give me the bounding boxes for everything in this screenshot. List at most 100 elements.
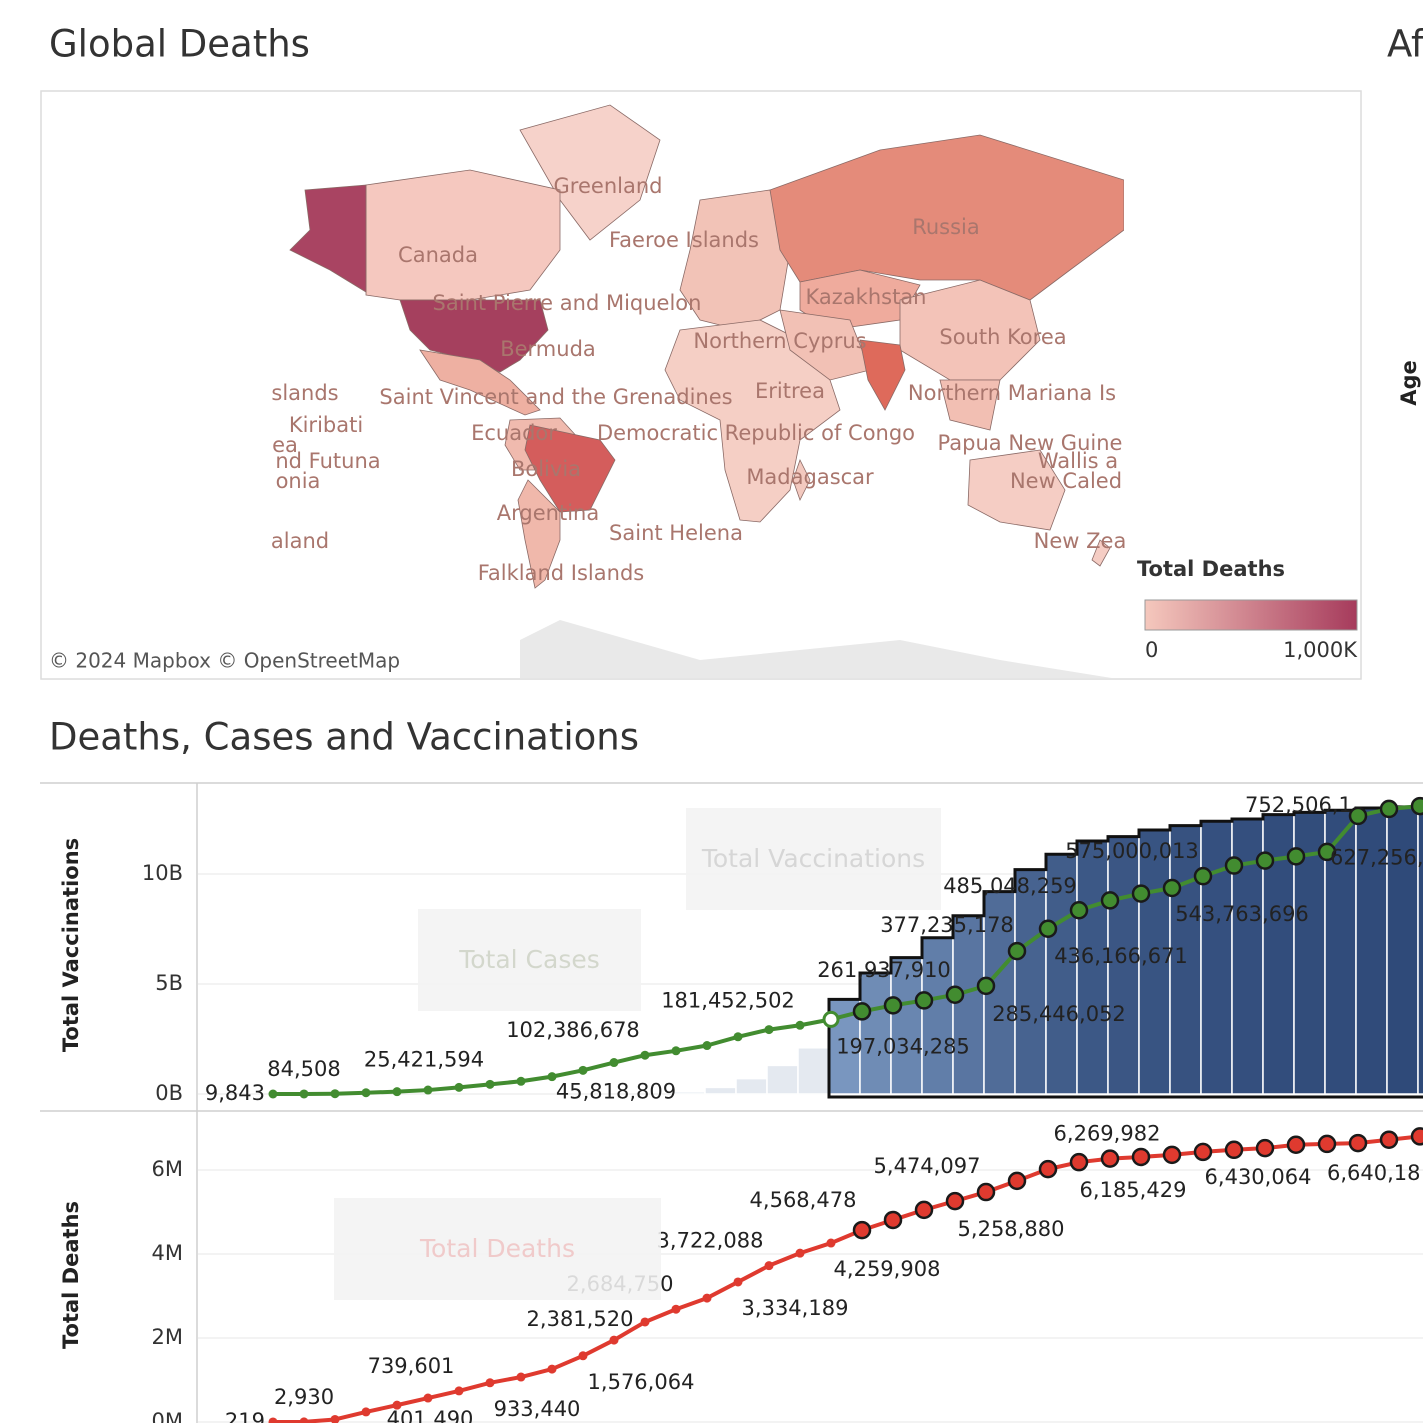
map-title: Global Deaths xyxy=(49,23,310,66)
point xyxy=(1162,1145,1182,1165)
point xyxy=(883,996,903,1015)
y-tick-label: 4M xyxy=(152,1241,183,1265)
bar xyxy=(952,915,985,1095)
country-label: Saint Pierre and Miquelon xyxy=(433,291,702,315)
value-label: 4,259,908 xyxy=(834,1257,941,1281)
point xyxy=(361,1407,371,1417)
value-label: 752,506,1 xyxy=(1245,793,1352,817)
east-asia xyxy=(899,279,1041,381)
point xyxy=(578,1351,588,1361)
point xyxy=(976,1182,996,1202)
point xyxy=(1131,1147,1151,1167)
bar xyxy=(797,1047,830,1095)
bar xyxy=(1014,868,1047,1095)
value-label: 219 xyxy=(225,1409,265,1423)
bar xyxy=(704,1086,737,1095)
legend-min: 0 xyxy=(1145,638,1158,662)
madagascar xyxy=(792,458,811,502)
country-label: Northern Mariana Is xyxy=(908,381,1116,405)
value-label: 2,381,520 xyxy=(527,1307,634,1331)
point xyxy=(1255,1138,1275,1158)
legend-entry[interactable]: Total Vaccinations xyxy=(686,808,941,910)
value-label: 5,474,097 xyxy=(874,1154,981,1178)
point xyxy=(702,1041,712,1051)
value-label: 197,034,285 xyxy=(836,1034,970,1058)
point xyxy=(1193,866,1213,886)
country-label: Northern Cyprus xyxy=(693,329,866,353)
value-label: 9,843 xyxy=(205,1081,265,1105)
legend-entry[interactable]: Total Cases xyxy=(418,909,641,1011)
point xyxy=(330,1089,340,1099)
country-label: Ecuador xyxy=(471,421,557,445)
point xyxy=(516,1372,526,1382)
point xyxy=(423,1393,433,1403)
mexico xyxy=(419,349,541,416)
value-label: 102,386,678 xyxy=(506,1018,640,1042)
point xyxy=(852,1002,872,1021)
country-label: Madagascar xyxy=(746,465,874,489)
point xyxy=(299,1089,309,1099)
point xyxy=(1286,1135,1306,1155)
point xyxy=(671,1046,681,1056)
country-label: nd Futuna xyxy=(275,449,380,473)
bar xyxy=(921,937,954,1095)
value-label: 575,000,013 xyxy=(1065,839,1199,863)
map xyxy=(289,104,1124,678)
country-label: slands xyxy=(271,381,338,405)
bar xyxy=(859,972,892,1095)
point xyxy=(640,1317,650,1327)
y-axis-title: Total Deaths xyxy=(59,1201,83,1349)
point xyxy=(945,985,965,1005)
point xyxy=(702,1293,712,1303)
value-label: 739,601 xyxy=(368,1354,455,1378)
point xyxy=(578,1065,588,1075)
point xyxy=(976,976,996,996)
point xyxy=(945,1191,965,1211)
value-label: 25,421,594 xyxy=(364,1047,484,1071)
point xyxy=(1317,842,1337,862)
point xyxy=(392,1087,402,1097)
southeast-asia xyxy=(939,379,1001,431)
point xyxy=(1100,891,1120,910)
point xyxy=(454,1082,464,1092)
bar xyxy=(1355,807,1388,1095)
india xyxy=(859,339,906,411)
point xyxy=(609,1335,619,1345)
y-tick-label: 0B xyxy=(155,1081,183,1105)
point xyxy=(914,991,934,1010)
point xyxy=(547,1072,557,1082)
point xyxy=(454,1386,464,1396)
country-label: Saint Vincent and the Grenadines xyxy=(379,385,732,409)
point xyxy=(1410,1127,1423,1146)
value-label: 6,430,064 xyxy=(1205,1165,1312,1189)
y-tick-label: 0M xyxy=(152,1409,183,1423)
y-tick-label: 6M xyxy=(152,1157,183,1181)
country-label: Wallis a xyxy=(1038,449,1118,473)
legend-box: Total Cases xyxy=(418,909,641,1011)
country-labels: Greenland Faeroe Islands Canada Russia Saint… xyxy=(271,174,1126,585)
value-label: 261,937,910 xyxy=(817,958,951,982)
country-label: Argentina xyxy=(497,501,599,525)
point xyxy=(485,1378,495,1388)
point xyxy=(1255,851,1275,870)
value-label: 6,185,429 xyxy=(1080,1178,1187,1202)
bar xyxy=(1417,805,1423,1095)
point xyxy=(1410,796,1423,816)
point xyxy=(914,1200,934,1220)
y-tick-label: 5B xyxy=(155,971,183,995)
point xyxy=(883,1210,903,1230)
value-label: 181,452,502 xyxy=(661,988,795,1012)
legend-entry[interactable]: Total Deaths xyxy=(334,1198,661,1300)
country-label: Falkland Islands xyxy=(478,561,644,585)
point xyxy=(1100,1149,1120,1168)
legend-box: Total Deaths xyxy=(334,1198,661,1300)
legend-max: 1,000K xyxy=(1283,638,1358,662)
point xyxy=(1131,884,1151,903)
value-label: 45,818,809 xyxy=(556,1080,676,1104)
value-label: 1,576,064 xyxy=(588,1370,695,1394)
antarctica xyxy=(520,620,1112,678)
attribution-bg xyxy=(44,646,408,678)
